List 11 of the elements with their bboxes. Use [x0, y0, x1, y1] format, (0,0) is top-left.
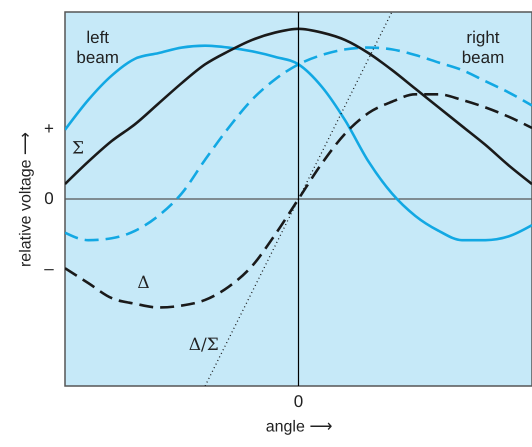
series-label: Δ	[137, 273, 150, 294]
text: 0	[294, 392, 304, 411]
text: 0	[44, 189, 54, 208]
x-axis-title: angle ⟶	[266, 418, 332, 436]
y-axis-title: relative voltage ⟶	[18, 132, 34, 268]
series-label: Σ	[72, 138, 84, 159]
text: +	[44, 119, 54, 138]
series-label: right beam	[462, 28, 504, 68]
text: –	[44, 259, 54, 278]
series-label: left beam	[76, 28, 119, 68]
series-label: Δ/Σ	[188, 334, 219, 355]
